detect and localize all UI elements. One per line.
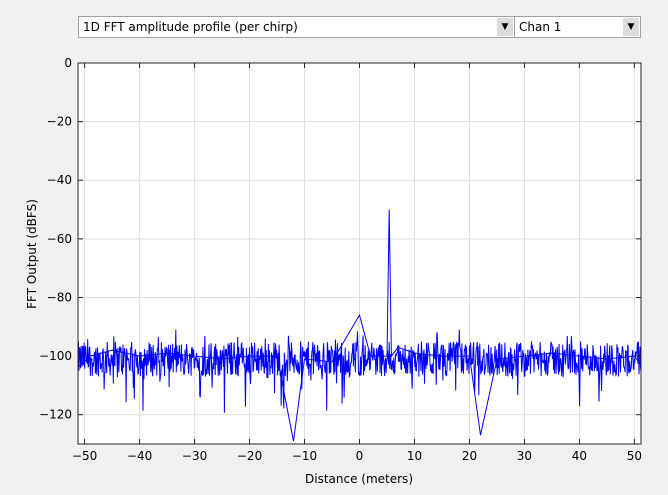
y-tick-label: −100: [39, 349, 72, 363]
y-tick-label: −40: [47, 173, 72, 187]
y-axis-label: FFT Output (dBFS): [25, 199, 39, 309]
x-axis-label: Distance (meters): [305, 472, 413, 486]
noise-floor-trace: [77, 329, 642, 413]
channel-value: Chan 1: [519, 20, 562, 34]
x-tick-label: 10: [407, 449, 422, 463]
y-tick-label: −20: [47, 115, 72, 129]
x-tick-label: 50: [627, 449, 642, 463]
x-tick-label: −20: [237, 449, 262, 463]
chevron-down-icon[interactable]: ▼: [497, 18, 513, 36]
signal-layer: [77, 209, 642, 442]
x-tick-label: −10: [292, 449, 317, 463]
channel-dropdown[interactable]: Chan 1 ▼: [514, 16, 641, 38]
y-tick-label: 0: [64, 56, 72, 70]
y-tick-label: −120: [39, 408, 72, 422]
x-tick-label: −30: [182, 449, 207, 463]
x-tick-label: 0: [356, 449, 364, 463]
x-tick-label: 20: [462, 449, 477, 463]
y-tick-label: −80: [47, 290, 72, 304]
plot-type-value: 1D FFT amplitude profile (per chirp): [83, 20, 298, 34]
x-tick-label: 30: [517, 449, 532, 463]
y-tick-label: −60: [47, 232, 72, 246]
x-tick-label: 40: [572, 449, 587, 463]
x-tick-label: −50: [72, 449, 97, 463]
x-tick-label: −40: [127, 449, 152, 463]
chevron-down-icon[interactable]: ▼: [623, 18, 639, 36]
axis-ticks: −50 −40 −30 −20 −10 0 10 20 30 40 500−20−40−60−80−…: [39, 56, 642, 463]
series-line: [77, 209, 642, 442]
plot-type-dropdown[interactable]: 1D FFT amplitude profile (per chirp) ▼: [78, 16, 515, 38]
